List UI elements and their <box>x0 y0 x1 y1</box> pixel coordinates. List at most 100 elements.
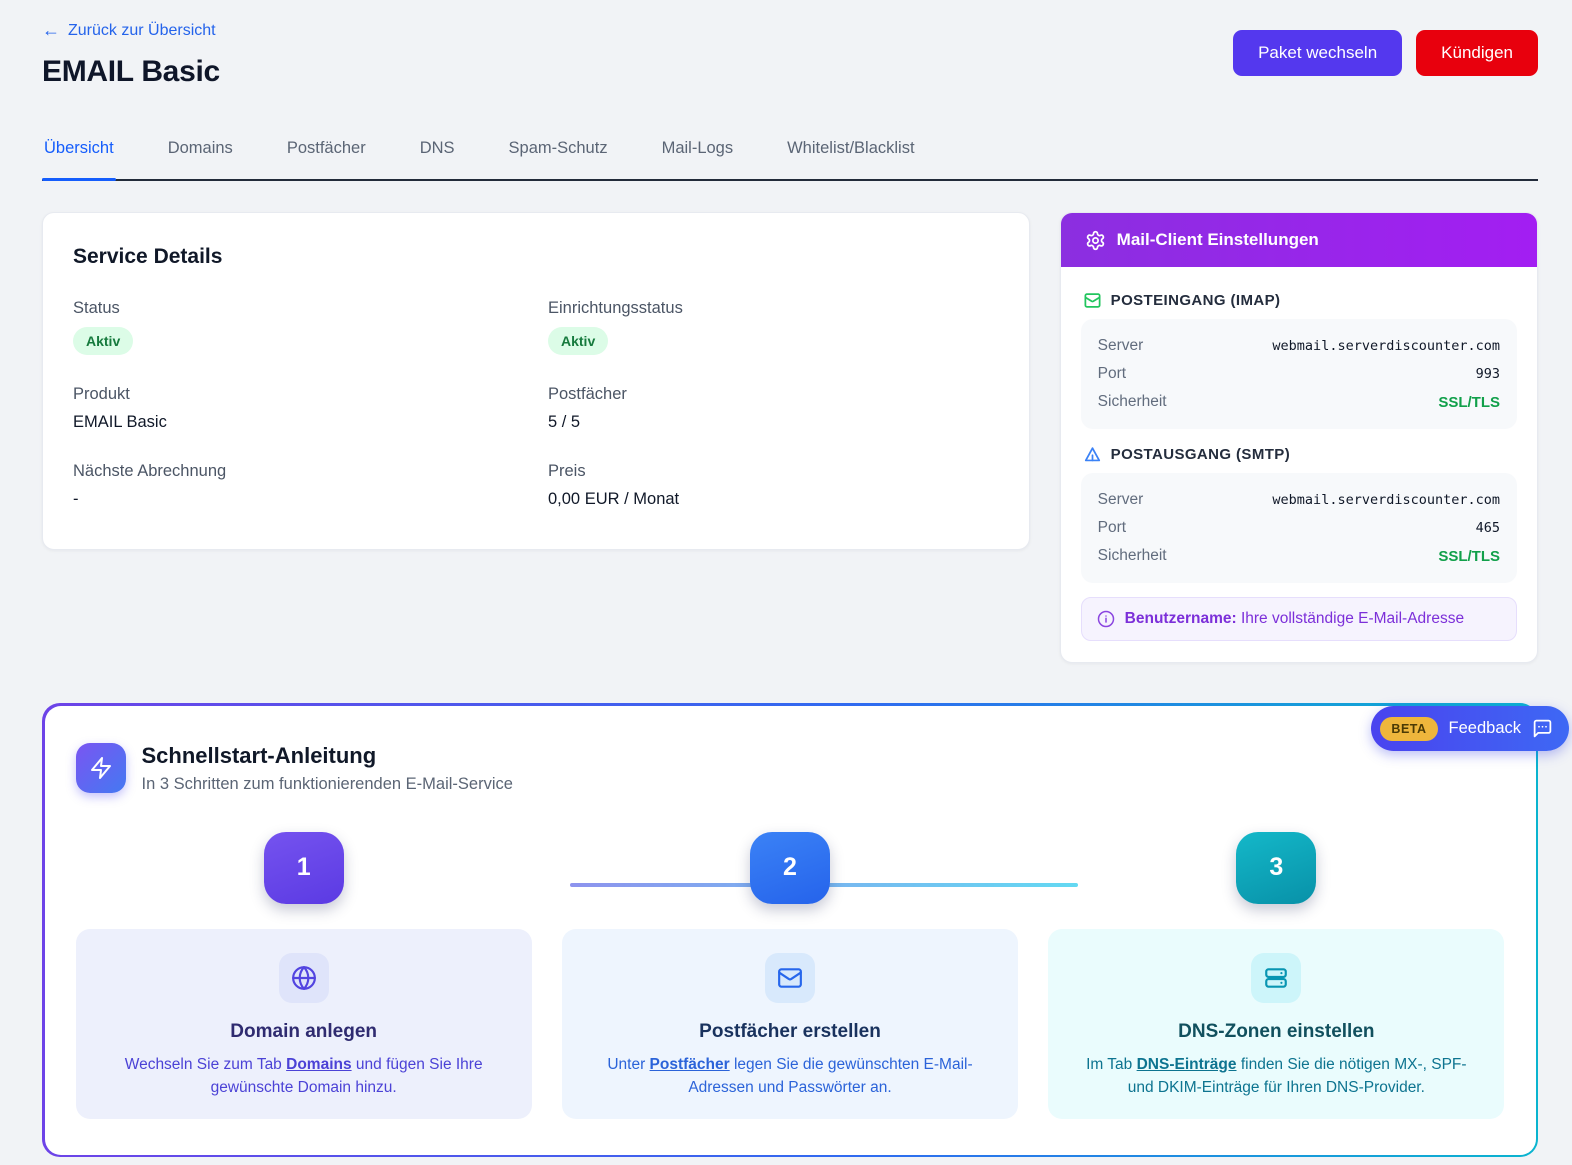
step-1-tab-link[interactable]: Domains <box>286 1055 352 1073</box>
tab-domains[interactable]: Domains <box>167 139 233 157</box>
billing-value: - <box>73 490 79 508</box>
step-3-tab-link[interactable]: DNS-Einträge <box>1136 1055 1237 1073</box>
setup-status-badge: Aktiv <box>548 327 609 355</box>
mailboxes-label: Postfächer <box>548 385 627 403</box>
mail-inbox-icon <box>1083 291 1102 310</box>
price-label: Preis <box>548 462 586 480</box>
server-icon <box>1251 952 1302 1003</box>
tab-spam-schutz[interactable]: Spam-Schutz <box>508 139 608 157</box>
status-field: Status Aktiv <box>73 299 548 355</box>
smtp-server-value: webmail.serverdiscounter.com <box>1272 492 1500 508</box>
smtp-port-label: Port <box>1097 519 1127 536</box>
smtp-heading: POSTAUSGANG (SMTP) <box>1110 446 1291 463</box>
imap-server-label: Server <box>1097 337 1144 354</box>
mail-client-header: Mail-Client Einstellungen <box>1060 213 1537 267</box>
tab-postfaecher[interactable]: Postfächer <box>286 139 366 157</box>
smtp-security-label: Sicherheit <box>1097 547 1167 564</box>
tab-dns[interactable]: DNS <box>419 139 455 157</box>
step-2-text-after: legen Sie die gewünschten E-Mail-Adresse… <box>688 1055 973 1096</box>
beta-badge: BETA <box>1380 716 1438 741</box>
header-actions: Paket wechseln Kündigen <box>1233 20 1538 76</box>
imap-security-row: Sicherheit SSL/TLS <box>1098 388 1500 416</box>
imap-port-row: Port 993 <box>1098 360 1500 388</box>
smtp-port-value: 465 <box>1475 520 1500 536</box>
imap-heading: POSTEINGANG (IMAP) <box>1110 292 1281 309</box>
username-note-label: Benutzername: <box>1124 610 1237 627</box>
step-2-title: Postfächer erstellen <box>699 1020 881 1042</box>
product-field: Produkt EMAIL Basic <box>73 385 548 432</box>
quickstart-steps: 1 2 3 Domain anlegen Wechseln Sie zum Ta… <box>75 831 1505 1119</box>
step-2-description: Unter Postfächer legen Sie die gewünscht… <box>598 1053 982 1100</box>
smtp-security-value: SSL/TLS <box>1438 547 1500 565</box>
step-1-number: 1 <box>263 831 344 904</box>
imap-port-label: Port <box>1097 365 1127 382</box>
feedback-button[interactable]: BETA Feedback <box>1371 706 1569 751</box>
step-1-description: Wechseln Sie zum Tab Domains und fügen S… <box>112 1053 496 1100</box>
feedback-label: Feedback <box>1448 719 1521 737</box>
quickstart-titles: Schnellstart-Anleitung In 3 Schritten zu… <box>142 743 513 794</box>
price-value: 0,00 EUR / Monat <box>548 490 680 508</box>
imap-security-value: SSL/TLS <box>1438 393 1500 411</box>
username-note-value: Ihre vollständige E-Mail-Adresse <box>1236 610 1465 627</box>
imap-section-heading: POSTEINGANG (IMAP) <box>1083 291 1517 310</box>
imap-settings-box: Server webmail.serverdiscounter.com Port… <box>1080 319 1517 429</box>
smtp-port-row: Port 465 <box>1098 514 1500 542</box>
price-field: Preis 0,00 EUR / Monat <box>548 462 999 509</box>
quickstart-card: BETA Feedback Schnellstart-Anleitung In … <box>42 703 1569 1157</box>
back-link[interactable]: ← Zurück zur Übersicht <box>42 20 220 41</box>
billing-field: Nächste Abrechnung - <box>73 462 548 509</box>
lightning-icon <box>75 743 126 793</box>
step-1-text-before: Wechseln Sie zum Tab <box>124 1055 287 1073</box>
cancel-subscription-button[interactable]: Kündigen <box>1416 30 1538 76</box>
step-2-tab-link[interactable]: Postfächer <box>649 1055 730 1073</box>
step-card-dns: DNS-Zonen einstellen Im Tab DNS-Einträge… <box>1048 928 1505 1119</box>
setup-status-label: Einrichtungsstatus <box>548 299 683 317</box>
step-3-text-after: finden Sie die nötigen MX-, SPF- und DKI… <box>1127 1055 1467 1096</box>
send-icon <box>1083 445 1102 464</box>
back-link-label: Zurück zur Übersicht <box>68 21 216 39</box>
imap-server-row: Server webmail.serverdiscounter.com <box>1098 332 1500 360</box>
change-plan-button[interactable]: Paket wechseln <box>1233 30 1403 76</box>
smtp-section-heading: POSTAUSGANG (SMTP) <box>1083 445 1517 464</box>
username-note-text: Benutzername: Ihre vollständige E-Mail-A… <box>1125 610 1464 628</box>
tab-whitelist-blacklist[interactable]: Whitelist/Blacklist <box>787 139 915 157</box>
smtp-settings-box: Server webmail.serverdiscounter.com Port… <box>1080 473 1517 583</box>
chat-bubble-icon <box>1532 718 1553 739</box>
globe-icon <box>278 952 329 1003</box>
step-3-number: 3 <box>1236 831 1317 904</box>
imap-server-value: webmail.serverdiscounter.com <box>1272 338 1500 354</box>
tab-bar: Übersicht Domains Postfächer DNS Spam-Sc… <box>42 129 1538 181</box>
quickstart-header: Schnellstart-Anleitung In 3 Schritten zu… <box>75 743 1505 794</box>
page-header: ← Zurück zur Übersicht EMAIL Basic Paket… <box>42 20 1538 89</box>
username-note: Benutzername: Ihre vollständige E-Mail-A… <box>1080 597 1517 641</box>
step-2-number: 2 <box>749 831 830 904</box>
smtp-server-label: Server <box>1097 491 1144 508</box>
smtp-server-row: Server webmail.serverdiscounter.com <box>1098 486 1500 514</box>
product-value: EMAIL Basic <box>73 413 167 431</box>
smtp-security-row: Sicherheit SSL/TLS <box>1098 542 1500 570</box>
quickstart-title: Schnellstart-Anleitung <box>141 742 377 768</box>
quickstart-subtitle: In 3 Schritten zum funktionierenden E-Ma… <box>141 774 513 793</box>
step-2-text-before: Unter <box>607 1055 650 1073</box>
envelope-icon <box>764 952 815 1003</box>
mailboxes-value: 5 / 5 <box>548 413 581 431</box>
status-label: Status <box>73 299 120 317</box>
step-3-description: Im Tab DNS-Einträge finden Sie die nötig… <box>1084 1053 1468 1100</box>
step-3-text-before: Im Tab <box>1086 1055 1137 1073</box>
mail-client-settings-card: Mail-Client Einstellungen POSTEINGANG (I… <box>1059 212 1538 663</box>
tab-uebersicht[interactable]: Übersicht <box>42 129 116 181</box>
tab-mail-logs[interactable]: Mail-Logs <box>661 139 734 157</box>
header-left: ← Zurück zur Übersicht EMAIL Basic <box>42 20 220 89</box>
step-3-title: DNS-Zonen einstellen <box>1178 1020 1375 1042</box>
mailboxes-field: Postfächer 5 / 5 <box>548 385 999 432</box>
setup-status-field: Einrichtungsstatus Aktiv <box>548 299 999 355</box>
status-badge: Aktiv <box>73 327 134 355</box>
step-card-domain: Domain anlegen Wechseln Sie zum Tab Doma… <box>75 928 532 1119</box>
page-title: EMAIL Basic <box>42 55 220 88</box>
info-icon <box>1097 610 1115 628</box>
imap-port-value: 993 <box>1475 366 1500 382</box>
product-label: Produkt <box>73 385 130 403</box>
service-details-title: Service Details <box>73 245 223 268</box>
imap-security-label: Sicherheit <box>1097 393 1167 410</box>
